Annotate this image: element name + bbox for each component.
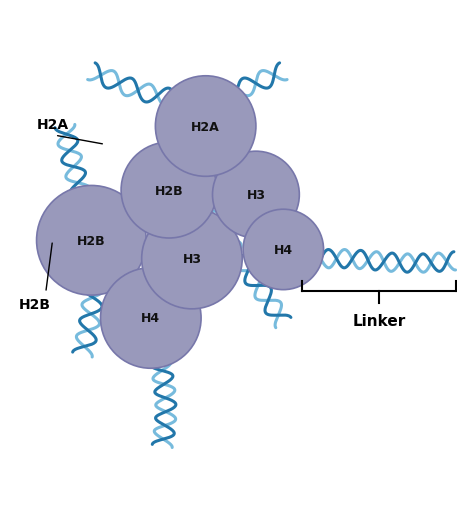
Circle shape xyxy=(37,186,146,296)
Text: H2A: H2A xyxy=(191,120,220,133)
Circle shape xyxy=(213,152,299,239)
Text: H2B: H2B xyxy=(77,234,106,247)
Text: Linker: Linker xyxy=(353,314,406,329)
Circle shape xyxy=(243,210,324,290)
Text: H2B: H2B xyxy=(18,298,50,312)
Text: H3: H3 xyxy=(246,189,266,202)
Text: H2B: H2B xyxy=(155,184,183,197)
Text: H4: H4 xyxy=(274,243,293,257)
Text: H3: H3 xyxy=(182,252,202,266)
Text: H4: H4 xyxy=(141,312,160,325)
Text: H2A: H2A xyxy=(37,118,69,131)
Circle shape xyxy=(142,209,242,309)
Circle shape xyxy=(155,77,256,177)
Circle shape xyxy=(121,143,217,239)
Circle shape xyxy=(101,268,201,369)
